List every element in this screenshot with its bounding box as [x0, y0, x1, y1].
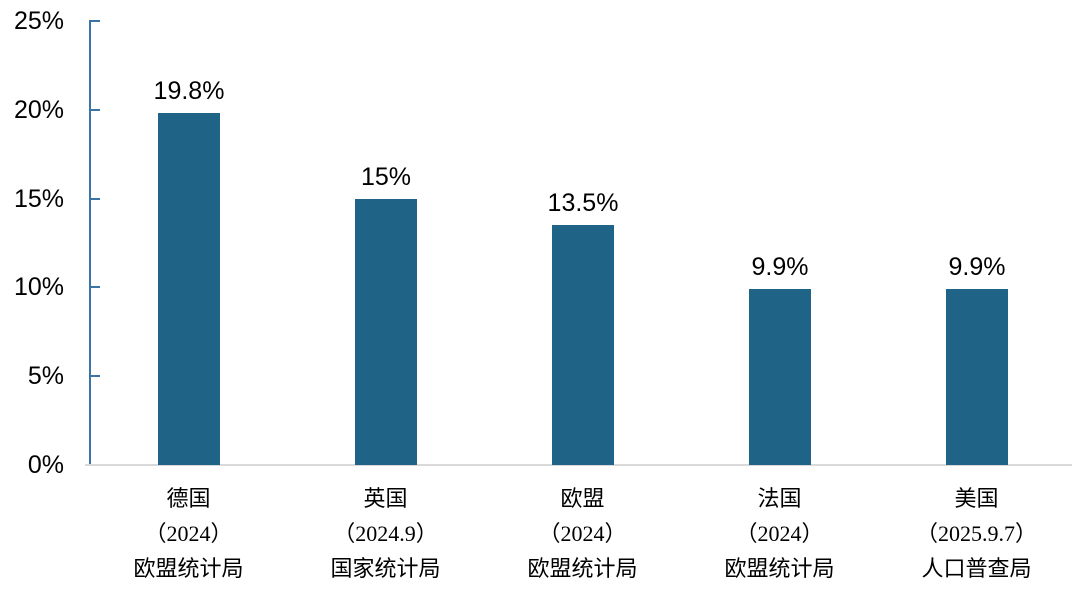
category-label: 欧盟 （2024） 欧盟统计局 — [484, 481, 681, 586]
bar — [355, 199, 417, 465]
bar — [749, 289, 811, 465]
category-label-line: （2025.9.7） — [915, 521, 1037, 546]
category-label-line: 欧盟统计局 — [527, 556, 638, 581]
y-tick-label: 15% — [13, 184, 64, 213]
y-tick-mark — [91, 108, 100, 111]
category-label-line: （2024） — [144, 521, 233, 546]
y-axis-line — [89, 20, 91, 466]
bar-value-label: 9.9% — [751, 253, 809, 281]
category-label-line: （2024） — [538, 521, 627, 546]
bar-value-label: 9.9% — [948, 253, 1006, 281]
category-label-line: 欧盟统计局 — [724, 556, 835, 581]
y-tick-mark — [91, 286, 100, 289]
category-label-line: 英国 — [363, 486, 408, 511]
category-label-line: 欧盟统计局 — [133, 556, 244, 581]
y-tick-mark — [91, 20, 100, 22]
category-label-line: 美国 — [954, 486, 999, 511]
category-label-line: 国家统计局 — [330, 556, 441, 581]
y-tick-label: 5% — [27, 362, 64, 391]
category-label-line: （2024.9） — [333, 521, 438, 546]
category-label: 美国 （2025.9.7） 人口普查局 — [878, 481, 1075, 586]
y-tick-label: 20% — [13, 95, 64, 124]
category-label-line: 德国 — [166, 486, 211, 511]
category-label-line: 法国 — [757, 486, 802, 511]
bar — [946, 289, 1008, 465]
y-tick-label: 0% — [27, 451, 64, 479]
category-label-line: 人口普查局 — [921, 556, 1032, 581]
category-label: 法国 （2024） 欧盟统计局 — [681, 481, 878, 586]
category-label: 德国 （2024） 欧盟统计局 — [90, 481, 287, 586]
bar — [158, 113, 220, 465]
x-axis-line — [85, 464, 1072, 466]
bar-value-label: 15% — [360, 163, 412, 191]
y-tick-mark — [91, 375, 100, 378]
bar — [552, 225, 614, 465]
category-label-line: （2024） — [735, 521, 824, 546]
y-tick-label: 25% — [13, 7, 64, 35]
category-label: 英国 （2024.9） 国家统计局 — [287, 481, 484, 586]
y-tick-mark — [91, 197, 100, 200]
bar-value-label: 13.5% — [547, 189, 619, 217]
category-label-line: 欧盟 — [560, 486, 605, 511]
bar-value-label: 19.8% — [153, 77, 225, 105]
y-tick-label: 10% — [13, 273, 64, 302]
